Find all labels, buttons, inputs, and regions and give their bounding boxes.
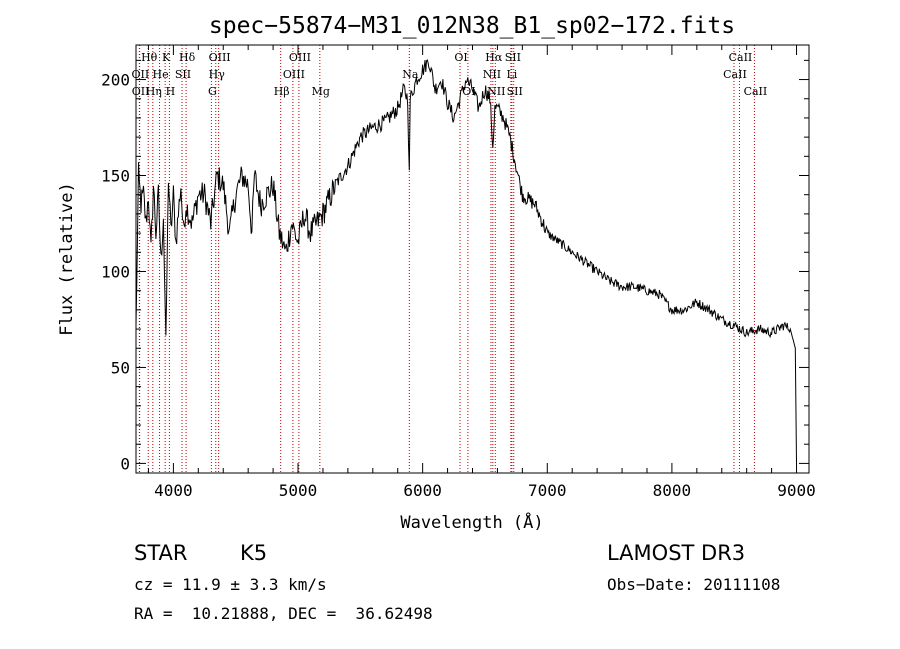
line-label-22: SII bbox=[505, 51, 521, 64]
y-axis-label: Flux (relative) bbox=[57, 182, 77, 336]
observation-date: Obs−Date: 20111108 bbox=[607, 575, 781, 594]
line-label-19: Hα bbox=[485, 51, 503, 64]
y-tick-label-3: 150 bbox=[101, 167, 130, 186]
object-class: STAR bbox=[134, 541, 188, 565]
x-tick-label-2: 6000 bbox=[403, 481, 442, 500]
line-label-12: Hβ bbox=[274, 85, 290, 98]
x-tick-label-4: 8000 bbox=[653, 481, 692, 500]
y-tick-label-0: 0 bbox=[120, 454, 130, 473]
line-label-7: H bbox=[166, 85, 176, 98]
chart-title: spec−55874−M31_012N38_B1_sp02−172.fits bbox=[209, 13, 735, 39]
line-label-4: He bbox=[153, 68, 169, 81]
line-label-25: CaII bbox=[729, 51, 753, 64]
line-label-16: Na bbox=[402, 68, 419, 81]
x-tick-label-1: 5000 bbox=[279, 481, 318, 500]
line-label-14: OIII bbox=[283, 68, 305, 81]
line-label-8: Hδ bbox=[179, 51, 196, 64]
plot-frame bbox=[135, 44, 810, 474]
x-axis-ticks: 4000 5000 6000 7000 8000 9000 bbox=[147, 45, 816, 500]
line-label-20: NII bbox=[483, 68, 501, 81]
line-label-3: K bbox=[162, 51, 171, 64]
x-axis-label: Wavelength (Å) bbox=[400, 511, 543, 533]
x-tick-label-5: 9000 bbox=[777, 481, 816, 500]
line-label-26: CaII bbox=[723, 68, 747, 81]
y-tick-label-4: 200 bbox=[101, 71, 130, 90]
line-label-6: SII bbox=[175, 68, 191, 81]
line-label-10: Hγ bbox=[209, 68, 226, 81]
line-label-21: NII bbox=[487, 85, 505, 98]
spectrum-series-line bbox=[135, 59, 797, 464]
x-tick-label-0: 4000 bbox=[154, 481, 193, 500]
y-axis-ticks: 0 50 100 150 200 bbox=[101, 59, 809, 473]
line-label-17: OI bbox=[454, 51, 467, 64]
line-label-27: CaII bbox=[744, 85, 768, 98]
coordinates-readout: RA = 10.21888, DEC = 36.62498 bbox=[134, 604, 433, 623]
line-label-24: SII bbox=[507, 85, 523, 98]
object-subclass: K5 bbox=[240, 541, 268, 565]
line-label-0: Hθ bbox=[141, 51, 158, 64]
line-label-11: G bbox=[208, 85, 217, 98]
x-tick-label-3: 7000 bbox=[528, 481, 567, 500]
line-label-5: Hη bbox=[146, 85, 162, 98]
y-tick-label-2: 100 bbox=[101, 262, 130, 281]
redshift-readout: cz = 11.9 ± 3.3 km/s bbox=[134, 575, 327, 594]
line-label-23: Li bbox=[506, 68, 517, 81]
emission-line-markers bbox=[138, 45, 755, 473]
line-label-15: Mg bbox=[312, 85, 330, 98]
survey-name: LAMOST DR3 bbox=[607, 541, 746, 565]
y-tick-label-1: 50 bbox=[111, 358, 130, 377]
line-label-13: OIII bbox=[289, 51, 311, 64]
line-label-9: OIII bbox=[209, 51, 231, 64]
